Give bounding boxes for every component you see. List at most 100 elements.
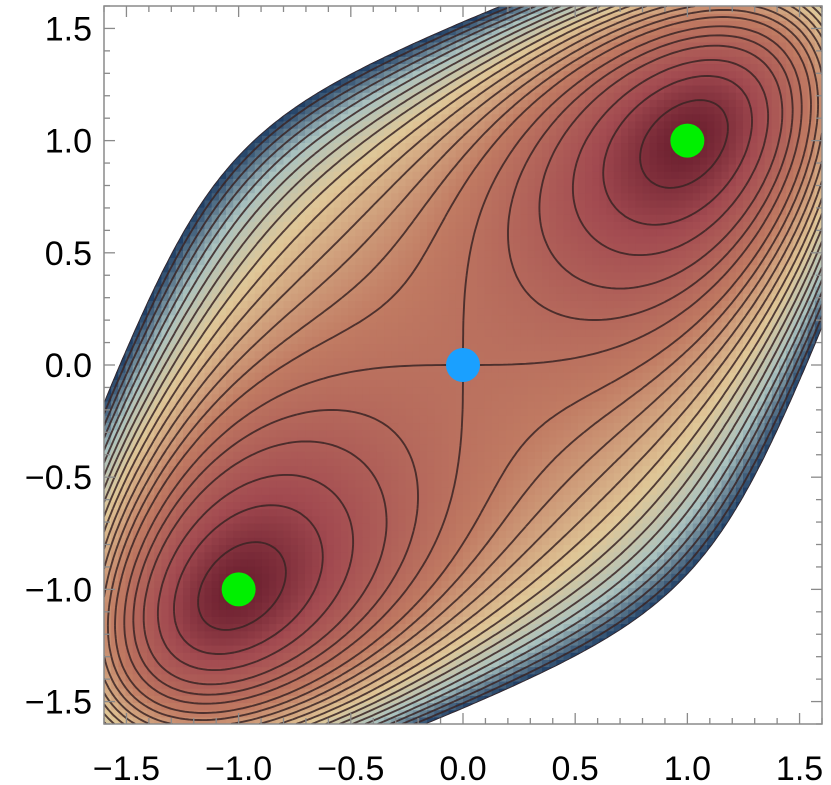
heat-cell	[204, 365, 213, 373]
heat-cell	[182, 551, 191, 560]
heat-cell	[261, 458, 270, 467]
heat-cell	[348, 56, 356, 65]
heat-cell	[118, 171, 127, 179]
heat-cell	[290, 573, 299, 581]
heat-cell	[427, 350, 435, 359]
heat-cell	[376, 522, 385, 531]
heat-cell	[211, 637, 220, 646]
heat-cell	[240, 408, 249, 416]
heat-cell	[269, 573, 277, 581]
heat-cell	[233, 508, 242, 517]
heat-cell	[419, 487, 428, 495]
heat-cell	[247, 487, 256, 495]
heat-cell	[211, 228, 220, 237]
heat-cell	[233, 645, 242, 653]
heat-cell	[175, 214, 184, 222]
heat-cell	[233, 566, 242, 574]
heat-cell	[427, 178, 435, 187]
heat-cell	[254, 106, 263, 115]
heat-cell	[190, 321, 198, 330]
heat-cell	[161, 616, 170, 625]
heat-cell	[455, 487, 464, 495]
heat-cell	[125, 106, 134, 115]
heat-cell	[125, 77, 134, 86]
heat-cell	[362, 343, 371, 352]
heat-cell	[211, 587, 220, 596]
heat-cell	[132, 393, 141, 402]
heat-cell	[369, 300, 378, 309]
heat-cell	[247, 522, 256, 531]
heat-cell	[412, 321, 421, 330]
heat-cell	[254, 652, 263, 660]
heat-cell	[269, 214, 277, 222]
heat-cell	[226, 92, 234, 100]
heat-cell	[226, 34, 234, 43]
heat-cell	[254, 393, 263, 402]
heat-cell	[312, 580, 320, 589]
heat-cell	[125, 264, 134, 273]
heat-cell	[139, 128, 148, 136]
heat-cell	[190, 77, 198, 86]
heat-cell	[398, 293, 407, 301]
heat-cell	[312, 77, 320, 86]
heat-cell	[448, 458, 457, 467]
heat-cell	[441, 336, 450, 345]
heat-cell	[226, 307, 234, 316]
heat-cell	[276, 587, 285, 596]
heat-cell	[161, 408, 170, 416]
heat-cell	[412, 609, 421, 617]
heat-cell	[340, 314, 349, 323]
heat-cell	[312, 99, 320, 108]
heat-cell	[333, 293, 342, 301]
heat-cell	[305, 487, 313, 495]
heat-cell	[333, 178, 342, 187]
heat-cell	[125, 286, 134, 294]
heat-cell	[419, 6, 428, 14]
heat-cell	[175, 429, 184, 438]
heat-cell	[254, 716, 263, 724]
heat-cell	[190, 443, 198, 452]
heat-cell	[204, 465, 213, 474]
heat-cell	[211, 120, 220, 129]
heat-cell	[362, 494, 371, 503]
heat-cell	[376, 400, 385, 409]
heat-cell	[276, 27, 285, 36]
heat-cell	[226, 6, 234, 14]
heat-cell	[455, 522, 464, 531]
heat-cell	[283, 609, 292, 617]
heat-cell	[132, 594, 141, 603]
heat-cell	[247, 645, 256, 653]
heat-cell	[405, 508, 414, 517]
heat-cell	[455, 300, 464, 309]
heat-cell	[240, 228, 249, 237]
heat-cell	[139, 92, 148, 100]
heat-cell	[261, 20, 270, 29]
heat-cell	[111, 522, 119, 531]
heat-cell	[182, 207, 191, 215]
heat-cell	[333, 135, 342, 144]
heat-cell	[412, 242, 421, 251]
heat-cell	[276, 508, 285, 517]
heat-cell	[305, 178, 313, 187]
heat-cell	[369, 386, 378, 395]
heat-cell	[333, 587, 342, 596]
heat-cell	[154, 70, 163, 79]
heat-cell	[369, 343, 378, 352]
heat-cell	[398, 544, 407, 553]
heat-cell	[111, 652, 119, 660]
heat-cell	[355, 443, 364, 452]
heat-cell	[348, 422, 356, 431]
heat-cell	[139, 336, 148, 345]
heat-cell	[118, 242, 127, 251]
heat-cell	[326, 429, 335, 438]
heat-cell	[175, 149, 184, 158]
heat-cell	[319, 666, 328, 675]
heat-cell	[312, 716, 320, 724]
heat-cell	[175, 594, 184, 603]
heat-cell	[132, 709, 141, 718]
heat-cell	[161, 566, 170, 574]
heat-cell	[125, 41, 134, 50]
heat-cell	[427, 379, 435, 388]
heat-cell	[233, 336, 242, 345]
heat-cell	[283, 443, 292, 452]
